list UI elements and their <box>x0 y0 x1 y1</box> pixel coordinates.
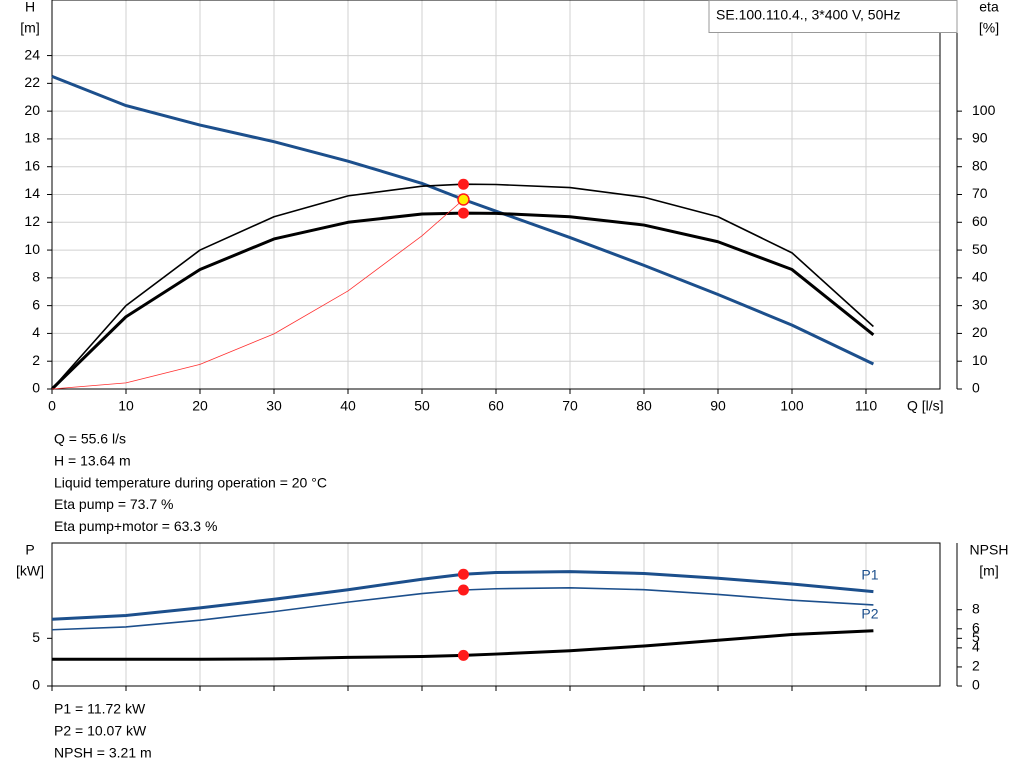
y2-tick-label: 2 <box>972 658 980 674</box>
y-tick-label: 5 <box>32 629 40 645</box>
y-tick-label: 10 <box>24 241 40 257</box>
y2-tick-label: 5 <box>972 629 980 645</box>
y2-tick-label: 80 <box>972 157 988 173</box>
info-line: NPSH = 3.21 m <box>54 744 152 760</box>
y-axis-unit: [kW] <box>16 563 44 579</box>
y-tick-label: 0 <box>32 380 40 396</box>
duty-point <box>457 568 469 580</box>
x-tick-label: 30 <box>266 398 282 414</box>
y-tick-label: 22 <box>24 74 40 90</box>
y2-axis-unit: [m] <box>979 563 998 579</box>
y2-tick-label: 60 <box>972 213 988 229</box>
y-tick-label: 0 <box>32 677 40 693</box>
info-line: Eta pump+motor = 63.3 % <box>54 518 217 534</box>
duty-point <box>457 178 469 190</box>
series-line <box>51 199 464 390</box>
y2-tick-label: 10 <box>972 352 988 368</box>
y2-tick-label: 8 <box>972 600 980 616</box>
series-label: P2 <box>861 606 878 622</box>
y2-tick-label: 0 <box>972 677 980 693</box>
y-tick-label: 16 <box>24 157 40 173</box>
y2-tick-label: 40 <box>972 269 988 285</box>
x-tick-label: 50 <box>414 398 430 414</box>
series-label: P1 <box>861 566 878 582</box>
y-tick-label: 2 <box>32 352 40 368</box>
y2-tick-label: 100 <box>972 102 996 118</box>
y-tick-label: 6 <box>32 296 40 312</box>
info-line: Liquid temperature during operation = 20… <box>54 474 327 490</box>
y-axis-label: H <box>25 0 35 15</box>
y-axis-unit: [m] <box>20 20 39 36</box>
info-line: H = 13.64 m <box>54 453 131 469</box>
duty-point <box>457 649 469 661</box>
y-tick-label: 24 <box>24 46 40 62</box>
y-axis-label: P <box>25 542 34 558</box>
y2-tick-label: 0 <box>972 380 980 396</box>
info-line: P2 = 10.07 kW <box>54 723 147 739</box>
x-tick-label: 110 <box>855 398 878 414</box>
x-tick-label: 90 <box>710 398 726 414</box>
duty-point <box>457 584 469 596</box>
x-tick-label: 100 <box>780 398 804 414</box>
y-tick-label: 12 <box>24 213 40 229</box>
x-tick-label: 70 <box>562 398 578 414</box>
y2-tick-label: 6 <box>972 620 980 636</box>
y-tick-label: 18 <box>24 130 40 146</box>
y2-axis-label: eta <box>979 0 999 15</box>
y2-axis-label: NPSH <box>970 542 1009 558</box>
info-line: Q = 55.6 l/s <box>54 431 126 447</box>
y2-tick-label: 70 <box>972 185 988 201</box>
x-tick-label: 80 <box>636 398 652 414</box>
y2-tick-label: 90 <box>972 130 988 146</box>
y-tick-label: 20 <box>24 102 40 118</box>
legend-text: SE.100.110.4., 3*400 V, 50Hz <box>716 7 900 23</box>
x-axis-label: Q [l/s] <box>907 398 944 414</box>
x-tick-label: 0 <box>48 398 56 414</box>
x-tick-label: 60 <box>488 398 504 414</box>
y2-tick-label: 30 <box>972 296 988 312</box>
y2-tick-label: 4 <box>972 639 980 655</box>
y2-tick-label: 20 <box>972 324 988 340</box>
y2-axis-unit: [%] <box>979 20 999 36</box>
series-line <box>51 75 875 366</box>
y-tick-label: 8 <box>32 269 40 285</box>
info-line: Eta pump = 73.7 % <box>54 496 173 512</box>
series-line <box>50 211 875 391</box>
info-line: P1 = 11.72 kW <box>54 701 146 717</box>
duty-point <box>457 207 469 219</box>
legend-box <box>708 0 958 33</box>
y2-tick-label: 50 <box>972 241 988 257</box>
y-tick-label: 14 <box>24 185 40 201</box>
y-tick-label: 4 <box>32 324 40 340</box>
duty-point <box>457 193 470 206</box>
x-tick-label: 20 <box>192 398 208 414</box>
x-tick-label: 40 <box>340 398 356 414</box>
x-tick-label: 10 <box>118 398 134 414</box>
